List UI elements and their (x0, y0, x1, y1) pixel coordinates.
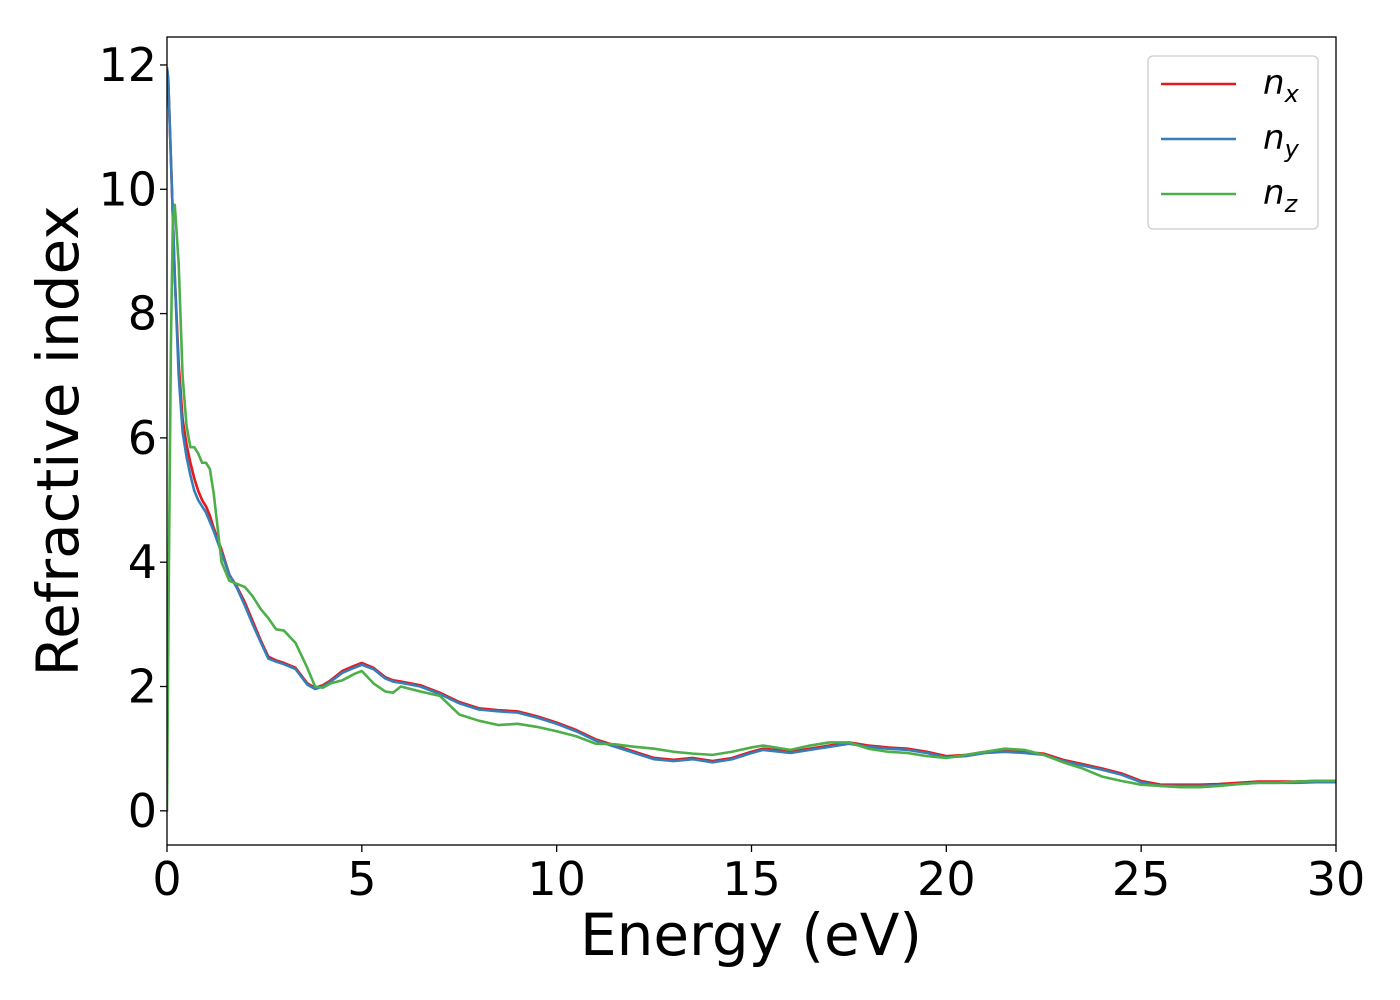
x-tick-label: 0 (152, 852, 181, 906)
y-axis-label: Refractive index (24, 205, 92, 676)
tick-layer: 0 5 10 15 20 25 30 0 2 4 6 8 10 12 (98, 38, 1365, 906)
legend-box (1147, 55, 1319, 230)
series-layer (167, 66, 1336, 813)
x-axis-label: Energy (eV) (580, 901, 922, 969)
y-tick-label: 10 (98, 162, 157, 216)
y-tick-label: 12 (98, 38, 157, 92)
x-tick-label: 25 (1112, 852, 1171, 906)
x-tick-label: 30 (1307, 852, 1366, 906)
x-tick-label: 20 (917, 852, 976, 906)
y-tick-label: 2 (128, 660, 157, 714)
x-tick-label: 5 (347, 852, 376, 906)
series-line-z (167, 203, 1336, 813)
y-tick-label: 4 (128, 535, 157, 589)
x-tick-label: 15 (722, 852, 781, 906)
x-tick-label: 10 (527, 852, 586, 906)
y-tick-label: 0 (128, 784, 157, 838)
y-tick-label: 6 (128, 411, 157, 465)
y-tick-label: 8 (128, 287, 157, 341)
